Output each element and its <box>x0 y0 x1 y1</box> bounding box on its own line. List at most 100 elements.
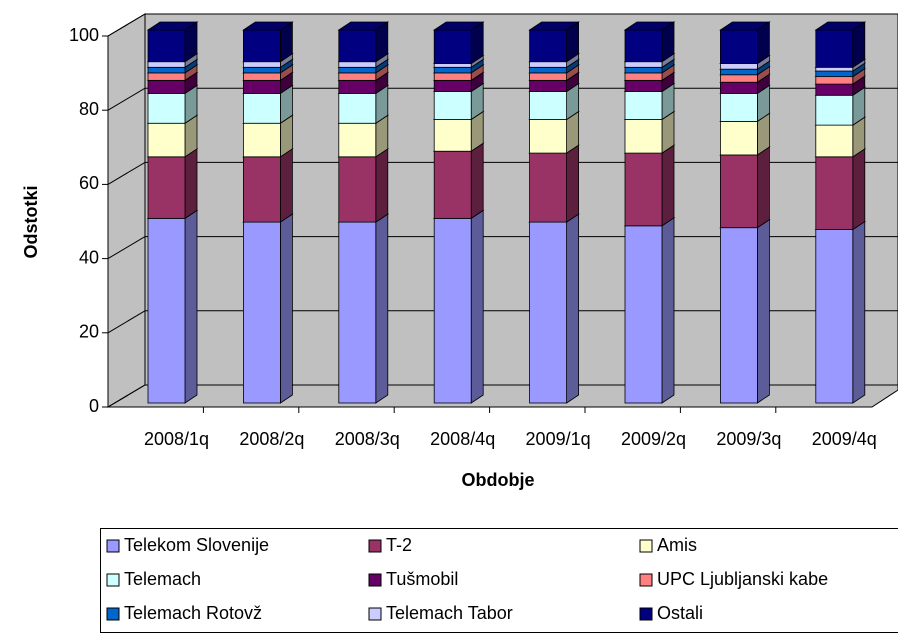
legend-label: Amis <box>657 535 697 555</box>
bar-side <box>375 213 389 404</box>
legend-swatch <box>639 539 653 553</box>
bar <box>147 66 186 74</box>
bar <box>338 72 377 81</box>
bar <box>433 66 472 74</box>
bar <box>433 72 472 81</box>
bar-side <box>852 220 866 404</box>
y-tick-label: 100 <box>69 25 99 45</box>
bar-side <box>184 209 198 404</box>
y-tick-label: 60 <box>79 173 99 193</box>
bar <box>529 221 567 404</box>
bar <box>815 70 854 78</box>
legend-label: Telekom Slovenije <box>124 535 269 555</box>
bar <box>815 76 854 85</box>
legend-label: T-2 <box>386 535 412 555</box>
legend-label: UPC Ljubljanski kabe <box>657 569 828 589</box>
bar <box>147 122 186 158</box>
bar <box>433 63 472 68</box>
bar <box>147 61 186 68</box>
legend <box>100 528 898 633</box>
bar <box>529 61 567 68</box>
grid-line <box>107 384 146 408</box>
bar <box>815 124 854 158</box>
grid-line <box>107 161 146 185</box>
bar-side <box>661 144 675 227</box>
y-tick-label: 20 <box>79 322 99 342</box>
bar <box>338 79 377 94</box>
y-axis-title: Odstotki <box>21 185 41 258</box>
bar <box>338 61 377 68</box>
bar <box>147 93 186 124</box>
bar <box>242 66 281 74</box>
bar <box>147 29 186 63</box>
bar-side <box>470 209 484 404</box>
bar <box>720 227 758 404</box>
bar <box>720 29 758 64</box>
bar <box>624 29 663 63</box>
bars <box>146 21 867 404</box>
bar <box>338 93 377 124</box>
bar <box>433 217 472 404</box>
bar <box>720 93 758 122</box>
bar <box>624 225 663 404</box>
bar <box>529 91 567 120</box>
bar <box>433 150 472 219</box>
bar <box>529 72 567 81</box>
legend-swatch <box>106 607 120 621</box>
bar <box>242 221 281 404</box>
legend-label: Tušmobil <box>386 569 458 589</box>
bar <box>338 29 377 63</box>
bar <box>720 120 758 156</box>
bar <box>720 81 758 94</box>
bar <box>433 91 472 120</box>
bar <box>529 152 567 223</box>
y-tick-label: 80 <box>79 99 99 119</box>
legend-label: Telemach Rotovž <box>124 603 262 623</box>
bar <box>147 156 186 219</box>
x-tick-label: 2008/2q <box>239 429 304 449</box>
bar <box>815 94 854 126</box>
bar <box>624 152 663 227</box>
bar <box>147 72 186 81</box>
bar <box>720 154 758 229</box>
legend-swatch <box>639 607 653 621</box>
bar <box>624 119 663 154</box>
bar-side <box>566 144 579 223</box>
bar <box>338 122 377 158</box>
legend-swatch <box>368 539 382 553</box>
bar-side <box>757 146 770 229</box>
legend-swatch <box>639 573 653 587</box>
bar <box>338 156 377 223</box>
x-axis-title: Obdobje <box>462 470 535 490</box>
bar <box>242 122 281 158</box>
x-tick-label: 2009/1q <box>526 429 591 449</box>
x-tick-label: 2008/3q <box>335 429 400 449</box>
bar <box>720 68 758 76</box>
bar <box>815 156 854 230</box>
legend-label: Ostali <box>657 603 703 623</box>
legend-swatch <box>368 607 382 621</box>
bar <box>815 83 854 96</box>
bar <box>147 79 186 94</box>
bar-side <box>279 148 293 223</box>
bar <box>242 156 281 223</box>
bar <box>529 29 567 63</box>
bar <box>624 61 663 68</box>
bar-side <box>279 213 293 404</box>
bar <box>242 61 281 68</box>
bar <box>338 66 377 74</box>
bar <box>242 72 281 81</box>
legend-label: Telemach <box>124 569 201 589</box>
bar-side <box>184 148 198 220</box>
bar <box>147 217 186 404</box>
legend-label: Telemach Tabor <box>386 603 513 623</box>
grid-line <box>107 87 146 111</box>
bar-side <box>757 218 770 404</box>
x-tick-label: 2008/4q <box>430 429 495 449</box>
floor <box>106 384 898 408</box>
bar <box>624 66 663 74</box>
bar <box>433 29 472 64</box>
side-wall <box>107 13 146 408</box>
bar <box>338 221 377 404</box>
bar-side <box>661 217 675 404</box>
